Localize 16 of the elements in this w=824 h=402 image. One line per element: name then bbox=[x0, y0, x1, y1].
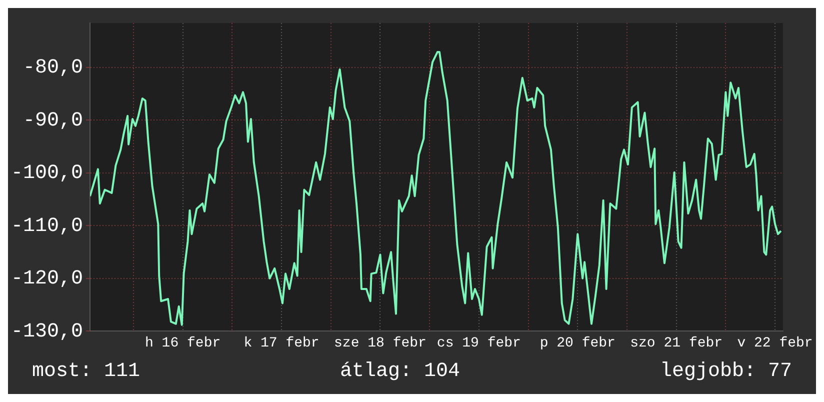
text: most: 111 bbox=[32, 360, 140, 383]
text: átlag: 104 bbox=[340, 360, 460, 383]
x-tick-label: p 20 febr bbox=[540, 335, 616, 352]
x-tick-label: v 22 febr bbox=[737, 335, 813, 352]
y-tick-label: -90,0 bbox=[22, 109, 84, 132]
y-tick-label: -110,0 bbox=[10, 214, 84, 238]
y-tick-label: -100,0 bbox=[10, 162, 84, 186]
x-tick-label: sze 18 febr bbox=[334, 335, 426, 352]
text: legjobb: 77 bbox=[660, 360, 792, 383]
x-tick-label: szo 21 febr bbox=[630, 335, 723, 352]
y-tick-label: -80,0 bbox=[22, 56, 84, 80]
x-tick-label: cs 19 febr bbox=[436, 335, 521, 352]
x-tick-label: h 16 febr bbox=[145, 335, 221, 352]
x-tick-label: k 17 febr bbox=[244, 335, 320, 352]
y-tick-label: -120,0 bbox=[10, 268, 84, 291]
y-tick-label: -130,0 bbox=[10, 320, 84, 344]
